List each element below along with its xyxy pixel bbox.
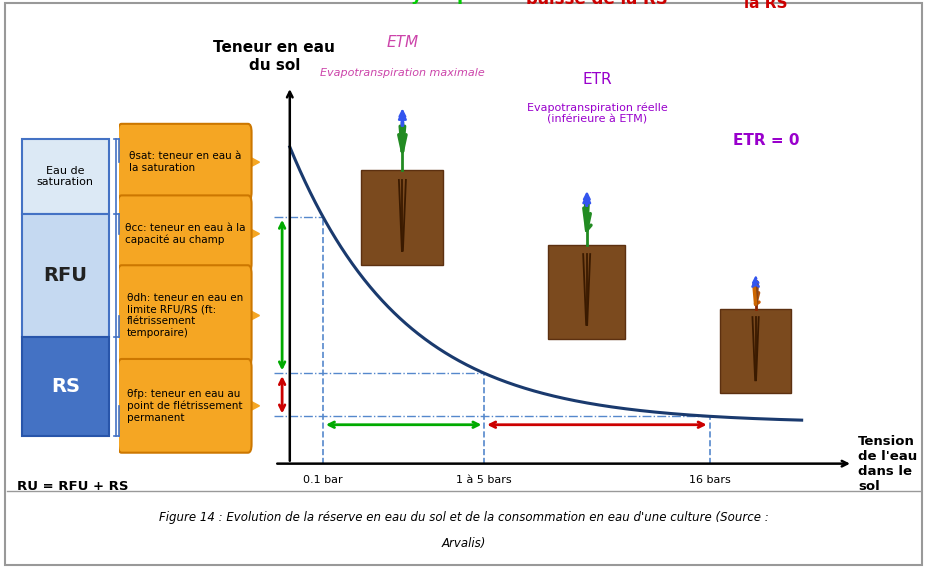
Text: ETM: ETM	[387, 35, 418, 50]
FancyBboxPatch shape	[548, 245, 625, 339]
Text: Tension
de l'eau
dans le
sol: Tension de l'eau dans le sol	[858, 435, 917, 492]
Text: RU = RFU + RS: RU = RFU + RS	[17, 480, 128, 493]
Text: θsat: teneur en eau à
la saturation: θsat: teneur en eau à la saturation	[129, 151, 241, 173]
Text: 1 à 5 bars: 1 à 5 bars	[456, 475, 512, 486]
Text: ETR: ETR	[582, 72, 612, 87]
FancyBboxPatch shape	[362, 170, 443, 265]
FancyBboxPatch shape	[719, 308, 792, 393]
Text: 16 bars: 16 bars	[689, 475, 730, 486]
FancyBboxPatch shape	[118, 195, 251, 272]
Text: Figure 14 : Evolution de la réserve en eau du sol et de la consommation en eau d: Figure 14 : Evolution de la réserve en e…	[159, 511, 768, 524]
Text: θfp: teneur en eau au
point de flétrissement
permanent: θfp: teneur en eau au point de flétrisse…	[127, 389, 243, 423]
Text: RFU: RFU	[44, 266, 87, 285]
Polygon shape	[248, 156, 260, 168]
Text: θdh: teneur en eau en
limite RFU/RS (ft:
flétrissement
temporaire): θdh: teneur en eau en limite RFU/RS (ft:…	[127, 293, 243, 338]
FancyBboxPatch shape	[21, 337, 109, 436]
Polygon shape	[248, 400, 260, 412]
Polygon shape	[248, 310, 260, 321]
Text: Mort de la plante
avec épuisement  de
la RS: Mort de la plante avec épuisement de la …	[677, 0, 855, 11]
FancyBboxPatch shape	[118, 359, 251, 453]
Text: RS: RS	[51, 377, 80, 396]
Text: Confort hydrique: Confort hydrique	[316, 0, 489, 5]
FancyBboxPatch shape	[118, 265, 251, 366]
Text: Stress hydrique
croissant avec la
baisse de la RS: Stress hydrique croissant avec la baisse…	[518, 0, 676, 8]
Text: θcc: teneur en eau à la
capacité au champ: θcc: teneur en eau à la capacité au cham…	[124, 223, 245, 245]
Text: Arvalis): Arvalis)	[441, 537, 486, 550]
Text: Eau de
saturation: Eau de saturation	[37, 166, 94, 187]
FancyBboxPatch shape	[21, 214, 109, 337]
FancyBboxPatch shape	[21, 139, 109, 214]
Polygon shape	[248, 228, 260, 240]
Text: Evapotranspiration maximale: Evapotranspiration maximale	[320, 68, 485, 78]
Text: Teneur en eau
du sol: Teneur en eau du sol	[213, 40, 336, 73]
Text: 0.1 bar: 0.1 bar	[303, 475, 343, 486]
FancyBboxPatch shape	[118, 124, 251, 201]
Text: Evapotranspiration réelle
(inférieure à ETM): Evapotranspiration réelle (inférieure à …	[527, 102, 667, 124]
Text: ETR = 0: ETR = 0	[732, 133, 799, 148]
